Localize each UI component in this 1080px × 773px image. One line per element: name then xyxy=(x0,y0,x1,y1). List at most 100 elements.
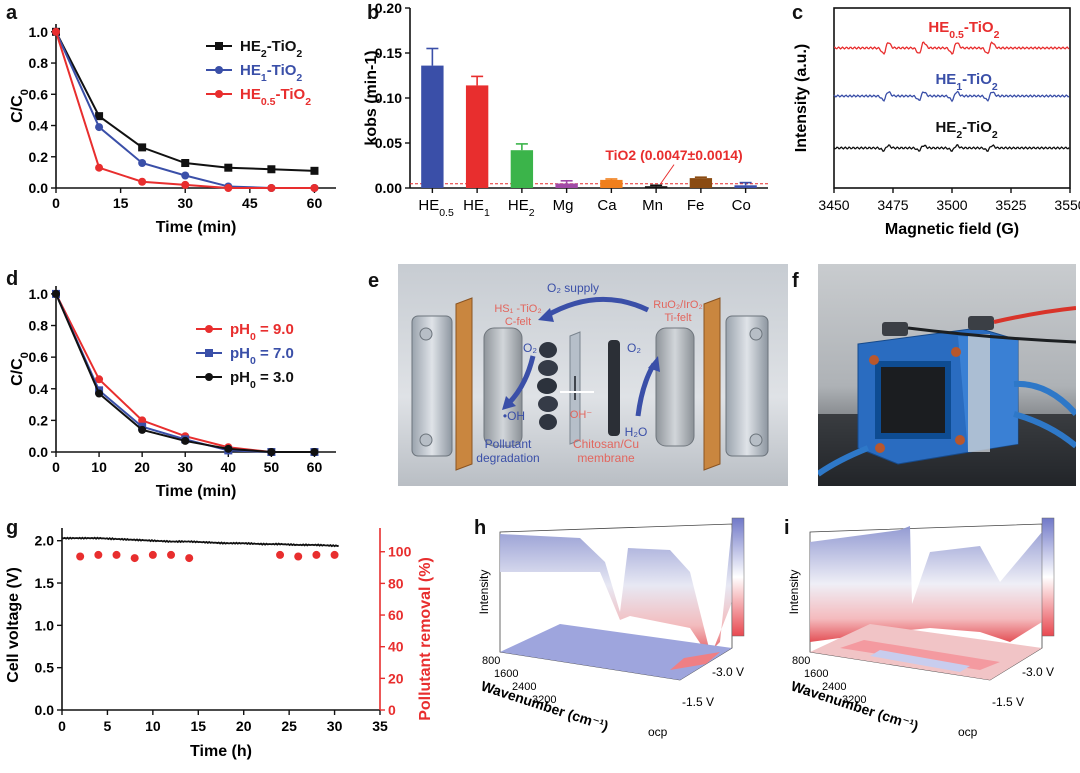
y-axis-label-right: Pollutant removal (%) xyxy=(417,557,434,721)
y-axis-label: Cell voltage (V) xyxy=(5,567,22,683)
x-tick-label: 3450 xyxy=(818,197,849,213)
potential-tick: ocp xyxy=(958,725,978,739)
bolt-icon xyxy=(875,443,885,453)
cell-plate-stack xyxy=(968,334,990,452)
y-tick-label: 0.8 xyxy=(29,55,49,71)
y-tick-label: 1.0 xyxy=(29,24,49,40)
x-tick-label: Mg xyxy=(553,197,574,214)
y-tick-label: 0.8 xyxy=(29,318,49,334)
x-tick-label: 25 xyxy=(281,718,297,734)
chitosan-beads xyxy=(537,342,558,430)
removal-point xyxy=(148,550,157,559)
y-tick-label: 1.0 xyxy=(29,286,49,302)
epr-spectrum xyxy=(833,41,1070,56)
legend-marker xyxy=(205,325,213,333)
removal-point xyxy=(76,552,85,561)
bar xyxy=(421,65,444,188)
y-tick-label: 0.10 xyxy=(375,90,402,106)
o2-right-label: O₂ xyxy=(627,341,641,355)
x-tick-label: 10 xyxy=(91,459,107,475)
bolt-icon xyxy=(955,435,965,445)
wavenumber-axis-label: Wavenumber (cm⁻¹) xyxy=(789,678,920,734)
wavenumber-tick: 3200 xyxy=(842,694,866,706)
removal-point xyxy=(167,550,176,559)
potential-tick: -1.5 V xyxy=(992,695,1024,709)
x-tick-label: 0 xyxy=(58,718,66,734)
x-tick-label: 40 xyxy=(221,459,237,475)
bar xyxy=(644,186,668,188)
chart-c: 3450 3475 3500 3525 3550 Magnetic field (G) In… xyxy=(793,7,1080,238)
y-right-tick-label: 100 xyxy=(388,544,412,560)
panel-letter-g: g xyxy=(6,517,19,539)
bar xyxy=(510,150,534,188)
wavenumber-tick: 800 xyxy=(482,655,500,667)
x-tick-label: 50 xyxy=(264,459,280,475)
y-right-tick-label: 80 xyxy=(388,575,404,591)
projection-band xyxy=(840,640,1000,670)
legend-label: HE1-TiO2 xyxy=(240,62,302,84)
left-bolt-icon xyxy=(419,327,433,341)
hydroxyl-radical-label: •OH xyxy=(503,409,525,423)
y-tick-label: 0.0 xyxy=(35,702,55,718)
potential-tick: ocp xyxy=(648,725,668,739)
legend-marker xyxy=(215,90,223,98)
surface-mesh xyxy=(810,526,1042,642)
anode-label-2: Ti-felt xyxy=(664,312,691,324)
cathode-label-1: HS₁ -TiO₂ xyxy=(494,303,541,315)
data-point xyxy=(138,159,147,168)
data-point xyxy=(95,375,104,384)
bar xyxy=(465,85,489,188)
y-tick-label: 0.6 xyxy=(29,349,49,365)
x-tick-label: 3550 xyxy=(1054,197,1080,213)
projection-hotspot xyxy=(670,652,720,670)
z-axis-label: Intensity xyxy=(787,570,801,615)
data-point xyxy=(224,163,233,172)
panel-letter-d: d xyxy=(6,268,19,290)
chart-b: 0.00 0.05 0.10 0.15 0.20 HE0.5 HE1 HE2 Mg Ca Mn Fe C… xyxy=(363,0,768,219)
right-current-collector xyxy=(703,297,721,471)
legend-label: HE2-TiO2 xyxy=(240,38,302,60)
membrane-slit xyxy=(574,376,576,400)
x-tick-label: 0 xyxy=(52,459,60,475)
y-axis-label: kobs (min-1) xyxy=(363,50,380,145)
y-axis-label: Intensity (a.u.) xyxy=(793,44,810,152)
colorbar xyxy=(1041,517,1055,637)
x-tick-label: 60 xyxy=(307,195,323,211)
data-point xyxy=(310,448,319,456)
x-tick-label: 45 xyxy=(242,195,258,211)
x-tick-label: HE2 xyxy=(508,197,535,219)
x-tick-label: 20 xyxy=(134,459,150,475)
data-point xyxy=(95,123,104,132)
anode-felt xyxy=(655,327,695,447)
legend-label: pH0 = 3.0 xyxy=(230,369,294,391)
legend-label: HE0.5-TiO2 xyxy=(240,86,311,108)
legend-marker xyxy=(205,349,213,357)
data-point xyxy=(181,436,190,445)
data-point xyxy=(138,416,147,425)
anode-felt-dark xyxy=(608,340,620,436)
data-point xyxy=(181,171,190,180)
epr-spectrum xyxy=(833,144,1070,153)
y-tick-label: 0.20 xyxy=(375,0,402,16)
pollutant-label-2: degradation xyxy=(476,451,539,465)
series-label: HE0.5-TiO2 xyxy=(928,19,999,41)
wavenumber-tick: 1600 xyxy=(494,668,518,680)
data-point xyxy=(181,159,190,168)
x-axis-label: Time (min) xyxy=(156,219,237,236)
removal-point xyxy=(330,550,339,559)
arrowhead-icon xyxy=(502,396,516,410)
surface-plot-h: Intensity 800 1600 2400 3200 Wavenumber … xyxy=(477,517,745,739)
x-axis-label: Time (h) xyxy=(190,743,252,760)
cathode-felt xyxy=(483,327,523,447)
y-axis-label: C/C0 xyxy=(9,89,31,123)
o2-reduction-arrow-icon xyxy=(506,355,536,406)
x-tick-label: 35 xyxy=(372,718,388,734)
x-tick-label: Co xyxy=(732,197,751,214)
bolt-icon xyxy=(951,347,961,357)
x-tick-label: 5 xyxy=(104,718,112,734)
data-point xyxy=(224,444,233,453)
projection-band xyxy=(870,650,970,672)
chart-g: 0 5 10 15 20 25 30 35 0.0 0.5 1.0 1.5 2.0 0 20 40 60 80 10… xyxy=(5,528,434,760)
panel-letter-f: f xyxy=(792,270,799,292)
y-tick-label: 0.4 xyxy=(29,118,49,134)
